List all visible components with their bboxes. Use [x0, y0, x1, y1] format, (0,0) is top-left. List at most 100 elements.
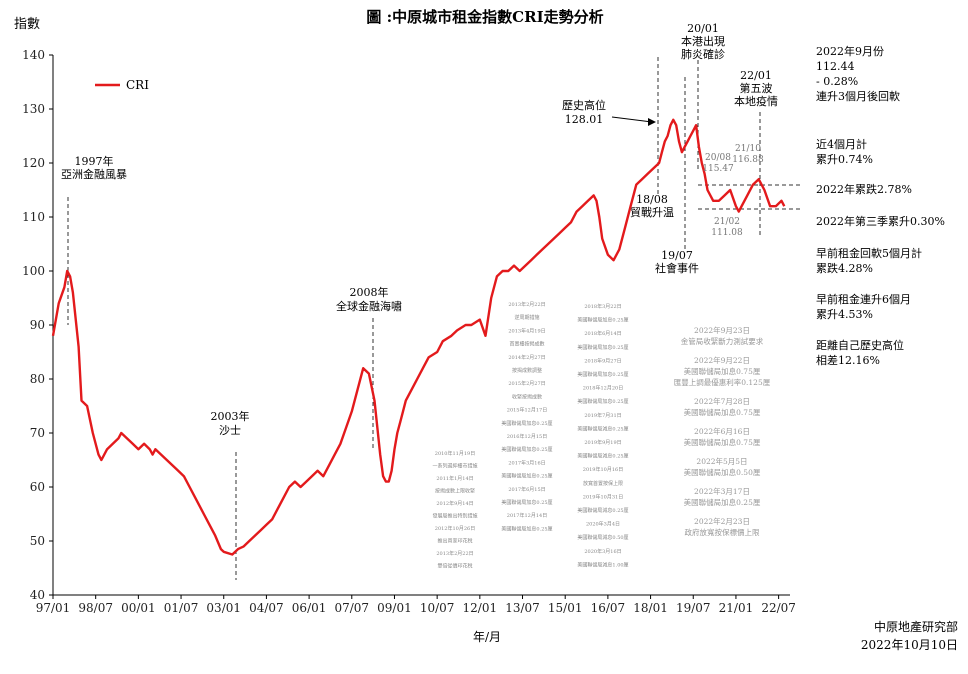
x-tick-label: 98/07 — [78, 601, 113, 615]
policy-note: 2013年2月22日 — [508, 301, 545, 308]
chart-title: 圖 :中原城市租金指數CRI走勢分析 — [366, 8, 603, 26]
policy-note: 2018年12月20日 — [583, 385, 623, 392]
rate-hike-text: 金管局收緊斷力測試要求 — [681, 336, 764, 346]
side-note-2: 近4個月計 累升0.74% — [816, 138, 873, 166]
rate-hike-text: 政府放寬按保標價上限 — [685, 527, 760, 537]
y-tick-label: 80 — [30, 372, 45, 386]
side-note-4: 2022年第三季累升0.30% — [816, 215, 945, 228]
policy-note: 美國聯儲局加息0.25厘 — [577, 317, 628, 324]
rate-hike-date: 2022年6月16日 — [694, 426, 750, 436]
side-note-5: 早前租金回軟5個月計 累跌4.28% — [816, 247, 922, 275]
trade-event: 貿戰升温 — [630, 206, 674, 219]
y-tick-label: 120 — [22, 156, 45, 170]
x-axis: 97/01 98/07 00/01 01/07 03/01 04/07 06/01 07/07… — [36, 595, 796, 615]
x-tick-label: 07/07 — [334, 601, 369, 615]
rate-hike-text: 美國聯儲局加息0.75厘 — [684, 437, 761, 447]
point-2102-value: 111.08 — [711, 228, 743, 238]
x-tick-label: 03/01 — [206, 601, 241, 615]
peak-arrow — [611, 116, 653, 123]
side-note-1: 2022年9月份 112.44 - 0.28% 連升3個月後回軟 — [816, 45, 900, 103]
y-tick-label: 90 — [30, 318, 45, 332]
policy-note: 美國聯儲局減息0.25厘 — [577, 507, 628, 514]
x-tick-label: 04/07 — [249, 601, 284, 615]
trade-date: 18/08 — [636, 193, 668, 206]
policy-note: 美國聯儲局減息0.25厘 — [577, 425, 628, 432]
policy-note: 首置樓按揭成數 — [509, 341, 544, 348]
legend-label: CRI — [126, 78, 149, 92]
policy-note: 美國聯儲局加息0.25厘 — [501, 499, 552, 506]
policy-note: 美國聯儲局加息0.25厘 — [501, 446, 552, 453]
x-tick-label: 22/07 — [761, 601, 796, 615]
policy-note: 按揭成數調整 — [512, 367, 542, 374]
policy-note: 美國聯儲局加息0.25厘 — [501, 473, 552, 480]
rate-hike-date: 2022年3月17日 — [694, 486, 750, 496]
policy-note: 發展局推出特別措施 — [432, 513, 477, 520]
y-tick-label: 110 — [22, 210, 45, 224]
y-axis: 40 50 60 70 80 90 100 110 120 130 140 — [22, 48, 53, 602]
policy-note: 美國聯儲局加息0.25厘 — [577, 344, 628, 351]
policy-note: 放寬首置按保上限 — [583, 480, 623, 487]
policy-note: 逆周期措施 — [514, 314, 539, 321]
policy-note: 2017年6月15日 — [508, 486, 545, 493]
policy-note: 2017年3月16日 — [508, 459, 545, 466]
covid-line2: 肺炎確診 — [681, 47, 725, 61]
x-tick-label: 00/01 — [121, 601, 156, 615]
peak-value: 128.01 — [565, 113, 604, 126]
sars-event: 沙士 — [219, 424, 241, 437]
policy-note: 2010年11月19日 — [435, 450, 475, 457]
x-tick-label: 16/07 — [591, 601, 626, 615]
y-axis-label: 指數 — [14, 17, 40, 32]
policy-note: 2018年9月27日 — [584, 357, 621, 364]
covid-date: 20/01 — [687, 22, 719, 35]
y-tick-label: 140 — [22, 48, 45, 62]
x-tick-label: 12/01 — [463, 601, 498, 615]
y-tick-label: 100 — [22, 264, 45, 278]
policy-note: 2012年9月14日 — [436, 500, 473, 507]
x-tick-label: 06/01 — [292, 601, 327, 615]
x-tick-label: 97/01 — [36, 601, 71, 615]
x-tick-label: 10/07 — [420, 601, 455, 615]
policy-note: 2019年7月31日 — [584, 412, 621, 419]
policy-note: 美國聯儲局減息1.00厘 — [577, 561, 628, 568]
wave5-line1: 第五波 — [740, 81, 773, 95]
policy-note: 2015年12月17日 — [507, 407, 547, 414]
policy-note: 2012年10月26日 — [435, 525, 475, 532]
y-tick-label: 130 — [22, 102, 45, 116]
y-tick-label: 70 — [30, 426, 45, 440]
policy-note: 收緊按揭成數 — [512, 393, 542, 400]
event-lines — [67, 57, 800, 580]
policy-note: 2013年4月19日 — [508, 327, 545, 334]
y-tick-label: 60 — [30, 480, 45, 494]
x-tick-label: 13/07 — [505, 601, 540, 615]
policy-note: 推出買家印花稅 — [437, 538, 472, 545]
policy-note: 按揭成數上限收緊 — [435, 488, 475, 495]
rate-hike-date: 2022年9月22日 — [694, 355, 750, 365]
policy-note: 美國聯儲局加息0.25厘 — [577, 371, 628, 378]
side-note-6: 早前租金連升6個月 累升4.53% — [816, 293, 911, 321]
footer-source: 中原地產研究部 — [873, 620, 958, 634]
point-2110-date: 21/10 — [735, 144, 761, 154]
rate-hike-text: 美國聯儲局加息0.75厘 — [684, 366, 761, 376]
policy-note: 2019年10月31日 — [583, 493, 623, 500]
policy-note: 2011年1月14日 — [436, 475, 473, 482]
point-2110-value: 116.88 — [732, 155, 764, 165]
rate-hike-text: 美國聯儲局加息0.25厘 — [684, 497, 761, 507]
policy-note: 2013年2月22日 — [436, 550, 473, 557]
x-tick-label: 15/01 — [548, 601, 583, 615]
x-tick-label: 19/07 — [676, 601, 711, 615]
policy-note: 美國聯儲局加息0.25厘 — [501, 420, 552, 427]
afc-date: 1997年 — [75, 154, 114, 168]
cri-series-line — [51, 118, 786, 556]
policy-note: 美國聯儲局加息0.25厘 — [501, 525, 552, 532]
rate-hike-text: 美國聯儲局加息0.75厘 — [684, 407, 761, 417]
wave5-date: 22/01 — [740, 69, 772, 82]
policy-note: 2016年12月15日 — [507, 433, 547, 440]
x-tick-label: 21/01 — [719, 601, 754, 615]
y-tick-label: 50 — [30, 534, 45, 548]
policy-note: 雙倍從價印花稅 — [437, 563, 472, 570]
policy-note: 2020年3月4日 — [586, 521, 620, 528]
